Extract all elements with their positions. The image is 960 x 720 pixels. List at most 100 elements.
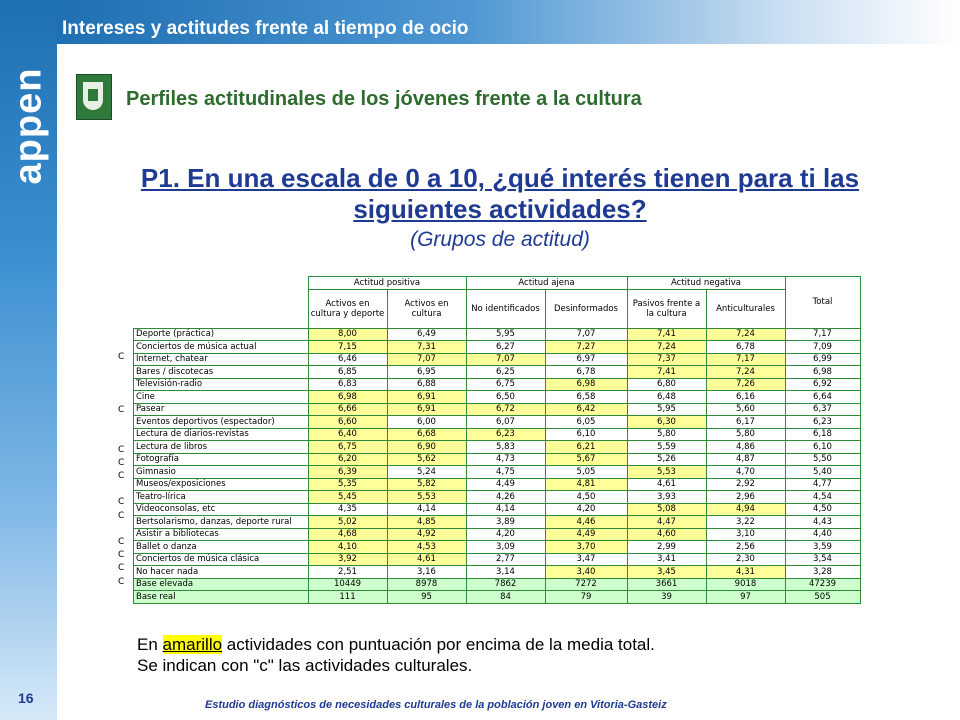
row-label: Asistir a bibliotecas <box>133 527 309 541</box>
table-cell: 6,58 <box>544 390 628 404</box>
table-cell: 7272 <box>544 577 628 591</box>
table-cell: 2,99 <box>626 540 707 554</box>
table-cell: 7,07 <box>386 352 467 366</box>
table-cell: 4,26 <box>465 490 546 504</box>
table-cell: 6,46 <box>307 352 388 366</box>
table-cell: 6,98 <box>784 365 861 379</box>
appen-logo: appen <box>4 66 54 186</box>
table-cell: 7,41 <box>626 365 707 379</box>
table-cell: 4,46 <box>544 515 628 529</box>
table-cell: 47239 <box>784 577 861 591</box>
row-label: Conciertos de música clásica <box>133 552 309 566</box>
table-cell: 7,07 <box>544 327 628 341</box>
row-label: Teatro-lírica <box>133 490 309 504</box>
table-cell: 10449 <box>307 577 388 591</box>
culture-mark: C <box>118 444 125 455</box>
table-cell: 5,40 <box>784 465 861 479</box>
table-cell: 6,16 <box>705 390 786 404</box>
legend: En amarillo actividades con puntuación p… <box>137 634 655 676</box>
legend-text: actividades con puntuación por encima de… <box>222 635 655 654</box>
table-cell: 6,97 <box>544 352 628 366</box>
table-cell: 79 <box>544 590 628 604</box>
row-label: Deporte (práctica) <box>133 327 309 341</box>
table-cell: 4,61 <box>626 477 707 491</box>
table-cell: 2,30 <box>705 552 786 566</box>
table-cell: 6,39 <box>307 465 388 479</box>
table-cell: 6,85 <box>307 365 388 379</box>
legend-line-1: En amarillo actividades con puntuación p… <box>137 634 655 655</box>
table-cell: 4,49 <box>465 477 546 491</box>
table-cell: 6,64 <box>784 390 861 404</box>
row-label: Cine <box>133 390 309 404</box>
table-cell: 6,91 <box>386 402 467 416</box>
table-cell: 3,16 <box>386 565 467 579</box>
culture-mark: C <box>118 550 125 561</box>
table-cell: 6,42 <box>544 402 628 416</box>
logo-text: appen <box>7 67 50 185</box>
row-label: Fotografía <box>133 452 309 466</box>
table-cell: 6,40 <box>307 427 388 441</box>
table-cell: 6,23 <box>784 415 861 429</box>
table-cell: 3,41 <box>626 552 707 566</box>
table-cell: 6,23 <box>465 427 546 441</box>
table-cell: 5,80 <box>626 427 707 441</box>
table-cell: 7,27 <box>544 340 628 354</box>
table-cell: 4,77 <box>784 477 861 491</box>
culture-mark: C <box>118 497 125 508</box>
table-cell: 6,05 <box>544 415 628 429</box>
table-cell: 6,07 <box>465 415 546 429</box>
table-cell: 5,83 <box>465 440 546 454</box>
culture-mark: C <box>118 510 125 521</box>
table-cell: 2,77 <box>465 552 546 566</box>
table-cell: 3,59 <box>784 540 861 554</box>
group-header: Actitud ajena <box>465 276 628 290</box>
table-cell: 6,18 <box>784 427 861 441</box>
table-row: Videoconsolas, etc 4,35 4,14 4,14 4,20 5,08 4,… <box>133 502 861 516</box>
table-cell: 3,92 <box>307 552 388 566</box>
table-cell: 6,98 <box>307 390 388 404</box>
table-cell: 5,50 <box>784 452 861 466</box>
table-cell: 3,47 <box>544 552 628 566</box>
sidebar-band: appen <box>0 0 57 720</box>
base-row: Base real 111 95 84 79 39 97 505 <box>133 590 861 604</box>
table-row: Conciertos de música actual 7,15 7,31 6,27 7… <box>133 340 861 354</box>
slide-subtitle: Perfiles actitudinales de los jóvenes fr… <box>126 88 642 110</box>
legend-text: En <box>137 635 163 654</box>
table-cell: 6,92 <box>784 377 861 391</box>
table-cell: 39 <box>626 590 707 604</box>
page-number: 16 <box>18 690 34 706</box>
row-label: Base real <box>133 590 309 604</box>
table-cell: 6,17 <box>705 415 786 429</box>
table-cell: 4,73 <box>465 452 546 466</box>
table-cell: 8978 <box>386 577 467 591</box>
table-cell: 6,66 <box>307 402 388 416</box>
table-row: Pasear 6,66 6,91 6,72 6,42 5,95 5,60 6,37 <box>133 402 861 416</box>
table-cell: 7,24 <box>705 327 786 341</box>
table-cell: 4,47 <box>626 515 707 529</box>
table-cell: 4,20 <box>465 527 546 541</box>
table-cell: 3,40 <box>544 565 628 579</box>
legend-highlight: amarillo <box>162 635 223 654</box>
table-cell: 6,75 <box>465 377 546 391</box>
table-cell: 6,68 <box>386 427 467 441</box>
table-cell: 5,95 <box>626 402 707 416</box>
culture-mark: C <box>118 405 125 415</box>
table-cell: 6,20 <box>307 452 388 466</box>
row-label: Ballet o danza <box>133 540 309 554</box>
blank-header <box>134 289 309 328</box>
culture-mark: C <box>118 576 125 587</box>
table-cell: 6,78 <box>544 365 628 379</box>
table-cell: 5,02 <box>307 515 388 529</box>
table-cell: 6,91 <box>386 390 467 404</box>
table-cell: 5,53 <box>626 465 707 479</box>
table-cell: 5,26 <box>626 452 707 466</box>
table-cell: 3,10 <box>705 527 786 541</box>
table-cell: 2,96 <box>705 490 786 504</box>
table-row: Ballet o danza 4,10 4,53 3,09 3,70 2,99 2,56 3,… <box>133 540 861 554</box>
base-row: Base elevada 10449 8978 7862 7272 3661 9018 472… <box>133 577 861 591</box>
table-cell: 6,90 <box>386 440 467 454</box>
table-cell: 4,86 <box>705 440 786 454</box>
question-line-2: siguientes actividades? <box>353 194 647 224</box>
table-cell: 6,75 <box>307 440 388 454</box>
row-label: Videoconsolas, etc <box>133 502 309 516</box>
